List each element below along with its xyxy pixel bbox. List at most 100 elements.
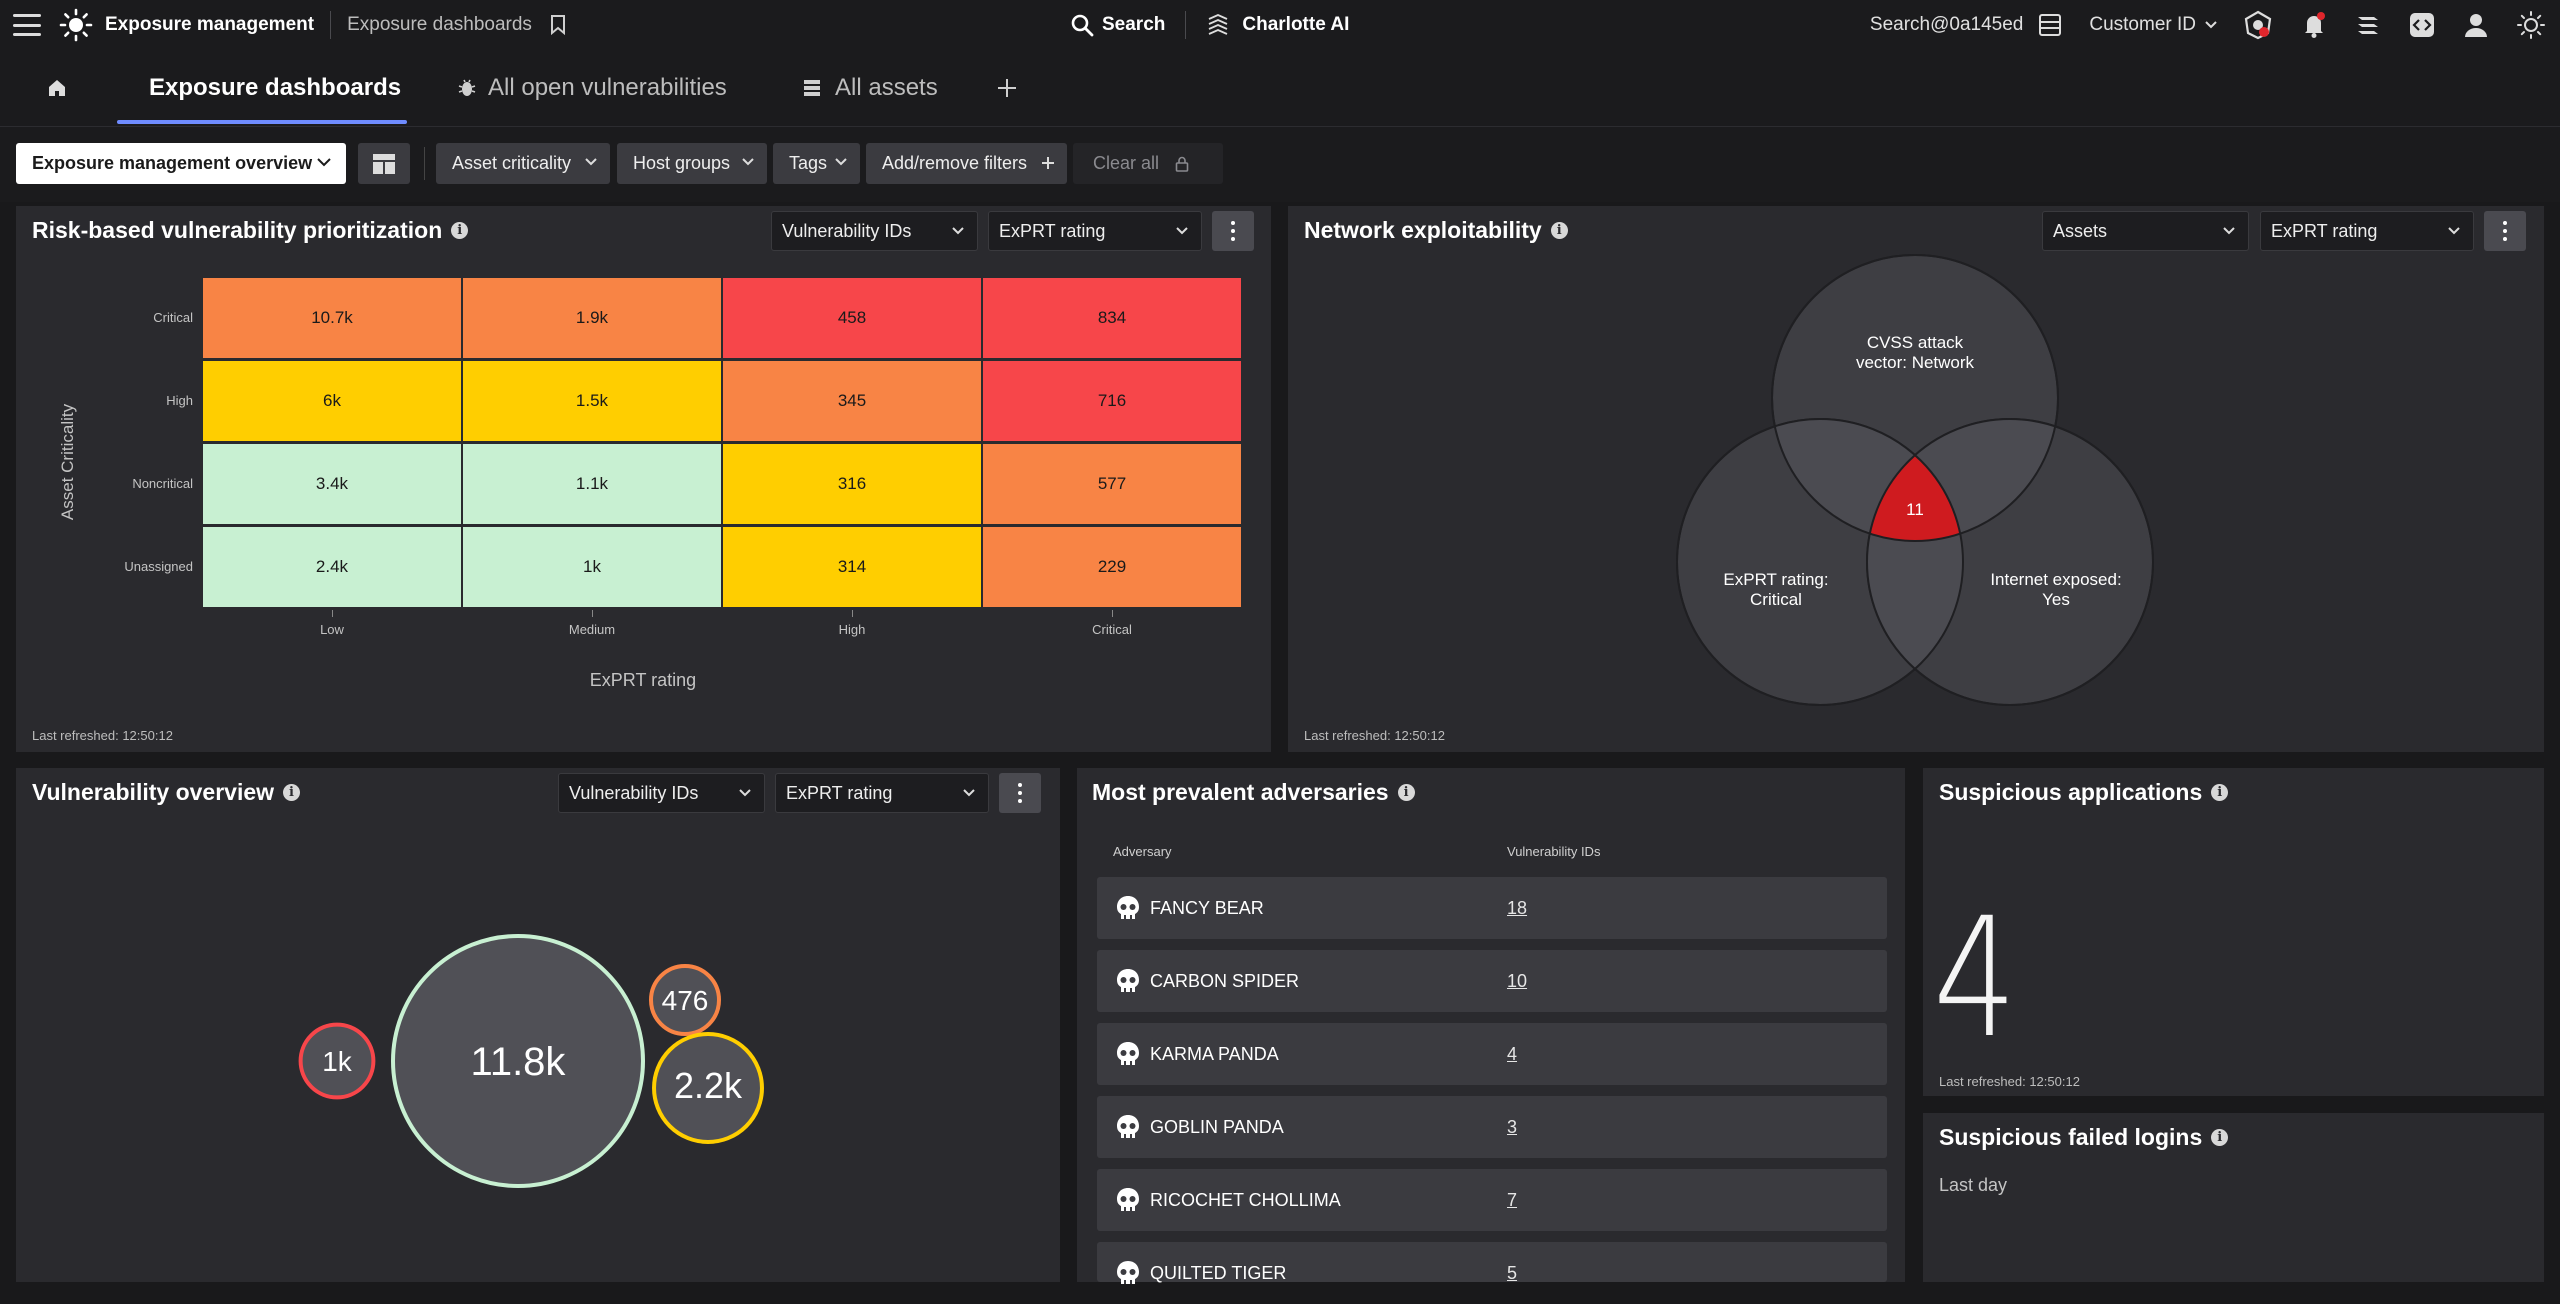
venn-intersection[interactable]	[1867, 419, 2153, 705]
rating-dropdown[interactable]: ExPRT rating	[775, 773, 989, 813]
heatmap-cell[interactable]: 1.1k	[463, 444, 721, 524]
search-icon	[1071, 14, 1094, 37]
charlotte-ai-button[interactable]: Charlotte AI	[1206, 13, 1349, 37]
list-icon[interactable]	[2037, 12, 2063, 38]
info-icon[interactable]: i	[451, 222, 469, 239]
code-icon[interactable]	[2408, 11, 2436, 39]
heatmap-cell[interactable]: 834	[983, 278, 1241, 358]
tab-all-open-vulnerabilities[interactable]: All open vulnerabilities	[458, 50, 727, 126]
customer-id-dropdown[interactable]: Customer ID	[2089, 14, 2196, 35]
plus-icon	[1042, 157, 1054, 169]
more-options-button[interactable]	[999, 773, 1041, 813]
heatmap-cell[interactable]: 1.5k	[463, 361, 721, 441]
x-axis-tick	[592, 610, 593, 617]
add-tab-button[interactable]	[996, 50, 1018, 126]
bubble-circle[interactable]	[298, 1022, 376, 1100]
panel-title: Vulnerability overview i	[32, 779, 301, 806]
panel-title: Most prevalent adversaries i	[1092, 779, 1415, 806]
venn-center-value: 11	[1906, 500, 1924, 519]
heatmap-cell[interactable]: 577	[983, 444, 1241, 524]
chevron-down-icon	[2448, 227, 2460, 235]
info-icon[interactable]: i	[283, 784, 301, 801]
stack-icon[interactable]	[2354, 11, 2382, 39]
bubble-circle[interactable]	[391, 934, 645, 1188]
dropdown-label: ExPRT rating	[999, 220, 1106, 241]
suspicious-apps-value[interactable]: 4	[1933, 882, 2017, 1074]
column-header-vulnerability-ids[interactable]: Vulnerability IDs	[1507, 844, 1601, 859]
table-row[interactable]: QUILTED TIGER 5	[1097, 1242, 1887, 1284]
bubble[interactable]: 1k	[298, 1022, 376, 1100]
theme-sun-icon[interactable]	[2516, 10, 2546, 40]
shield-alert-icon[interactable]	[2242, 9, 2274, 41]
heatmap-cell[interactable]: 1.9k	[463, 278, 721, 358]
user-search-label[interactable]: Search@0a145ed	[1869, 14, 2024, 35]
host-groups-filter[interactable]: Host groups	[617, 143, 767, 184]
heatmap-cell[interactable]: 2.4k	[203, 527, 461, 607]
breadcrumb[interactable]: Exposure dashboards	[347, 14, 532, 35]
bubble-label: 11.8k	[471, 1040, 567, 1084]
rating-dropdown[interactable]: ExPRT rating	[2260, 211, 2474, 251]
bubble-circle[interactable]	[649, 964, 721, 1036]
bubble-circle[interactable]	[652, 1032, 764, 1144]
chevron-down-icon	[835, 158, 847, 166]
search-button[interactable]: Search	[1070, 13, 1165, 37]
tab-bar: Exposure dashboards All open vulnerabili…	[0, 50, 2560, 127]
layout-button[interactable]	[358, 143, 410, 184]
tab-all-assets[interactable]: All assets	[803, 50, 938, 126]
table-row[interactable]: RICOCHET CHOLLIMA 7	[1097, 1169, 1887, 1231]
suspicious-apps-title: Suspicious applications	[1939, 779, 2203, 805]
more-options-button[interactable]	[1212, 211, 1254, 251]
bubble[interactable]: 476	[649, 964, 721, 1036]
risk-panel-title: Risk-based vulnerability prioritization	[32, 217, 443, 243]
suspicious-applications-panel: Suspicious applications i 4 Last refresh…	[1923, 768, 2544, 1096]
tags-filter[interactable]: Tags	[773, 143, 860, 184]
assets-dropdown[interactable]: Assets	[2042, 211, 2249, 251]
info-icon[interactable]: i	[2211, 1129, 2229, 1146]
more-options-button[interactable]	[2484, 211, 2526, 251]
table-row[interactable]: FANCY BEAR 18	[1097, 877, 1887, 939]
menu-icon[interactable]	[13, 14, 41, 36]
vulnerability-count-link[interactable]: 18	[1507, 897, 1528, 918]
info-icon[interactable]: i	[1550, 222, 1568, 239]
column-header-adversary[interactable]: Adversary	[1113, 844, 1172, 859]
add-remove-filters-button[interactable]: Add/remove filters	[866, 143, 1067, 184]
bookmark-icon[interactable]	[550, 15, 566, 35]
asset-criticality-filter[interactable]: Asset criticality	[436, 143, 610, 184]
bubble[interactable]: 2.2k	[652, 1032, 764, 1144]
metric-dropdown[interactable]: Vulnerability IDs	[558, 773, 765, 813]
chevron-down-icon	[1176, 227, 1188, 235]
table-row[interactable]: CARBON SPIDER 10	[1097, 950, 1887, 1012]
heatmap-cell[interactable]: 229	[983, 527, 1241, 607]
bell-icon[interactable]	[2300, 11, 2328, 39]
heatmap-cell[interactable]: 1k	[463, 527, 721, 607]
chevron-down-icon	[963, 789, 975, 797]
bubble[interactable]: 11.8k	[391, 934, 645, 1188]
table-row[interactable]: GOBLIN PANDA 3	[1097, 1096, 1887, 1158]
vulnerability-count-link[interactable]: 3	[1507, 1116, 1518, 1137]
heatmap-cell[interactable]: 314	[723, 527, 981, 607]
vulnerability-count-link[interactable]: 7	[1507, 1189, 1518, 1210]
vulnerability-count-link[interactable]: 4	[1507, 1043, 1518, 1064]
metric-dropdown[interactable]: Vulnerability IDs	[771, 211, 978, 251]
table-row[interactable]: KARMA PANDA 4	[1097, 1023, 1887, 1085]
clear-all-button[interactable]: Clear all	[1073, 143, 1223, 184]
active-tab-indicator	[117, 120, 407, 124]
heatmap-cell[interactable]: 458	[723, 278, 981, 358]
rating-dropdown[interactable]: ExPRT rating	[988, 211, 1202, 251]
vulnerability-count-link[interactable]: 10	[1507, 970, 1528, 991]
heatmap-cell[interactable]: 6k	[203, 361, 461, 441]
vulnerability-count-link[interactable]: 5	[1507, 1262, 1518, 1283]
tab-exposure-dashboards[interactable]: Exposure dashboards	[149, 74, 402, 101]
heatmap-cell[interactable]: 316	[723, 444, 981, 524]
user-icon[interactable]	[2462, 11, 2490, 39]
heatmap-cell[interactable]: 716	[983, 361, 1241, 441]
chevron-down-icon	[2205, 21, 2217, 29]
heatmap-cell[interactable]: 345	[723, 361, 981, 441]
home-tab[interactable]	[46, 50, 68, 126]
heatmap-cell[interactable]: 10.7k	[203, 278, 461, 358]
info-icon[interactable]: i	[1397, 784, 1415, 801]
heatmap-cell[interactable]: 3.4k	[203, 444, 461, 524]
info-icon[interactable]: i	[2211, 784, 2229, 801]
bubble-chart: 11.8k 1k 476 2.2k	[298, 934, 764, 1188]
dashboard-select[interactable]: Exposure management overview	[16, 143, 346, 184]
